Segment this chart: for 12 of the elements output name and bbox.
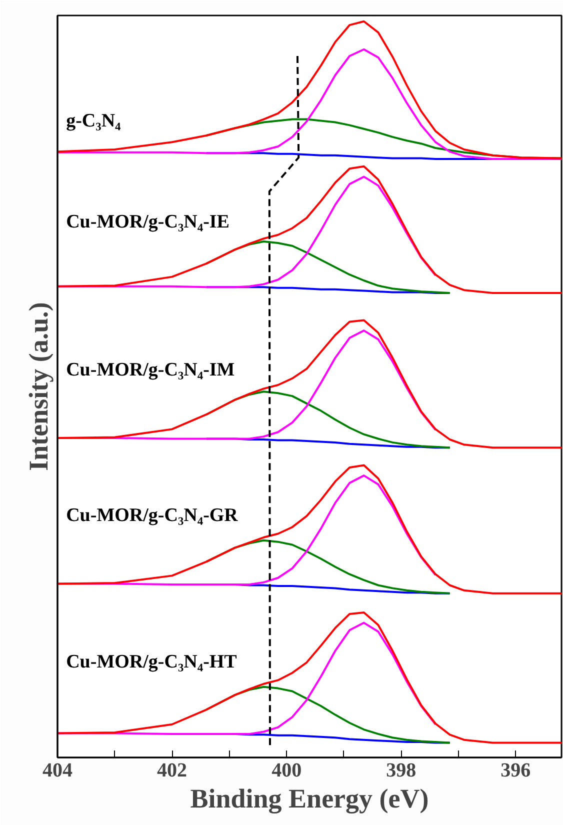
x-axis-title: Binding Energy (eV) [190,784,429,814]
annotation: Cu-MOR/g-C₃N₄-IM [66,360,235,381]
y-axis-title: Intensity (a.u.) [24,302,54,471]
annotation: Cu-MOR/g-C₃N₄-IE [66,211,230,232]
annotation: g-C₃N₄ [66,110,122,132]
annotation: Cu-MOR/g-C₃N₄-GR [66,505,238,526]
annotation: Cu-MOR/g-C₃N₄-HT [66,651,238,672]
x-tick-label: 404 [42,760,72,782]
x-tick-label: 402 [157,760,188,782]
x-tick-label: 398 [386,760,416,782]
x-tick-label: 396 [500,760,531,782]
x-tick-label: 400 [272,760,302,782]
